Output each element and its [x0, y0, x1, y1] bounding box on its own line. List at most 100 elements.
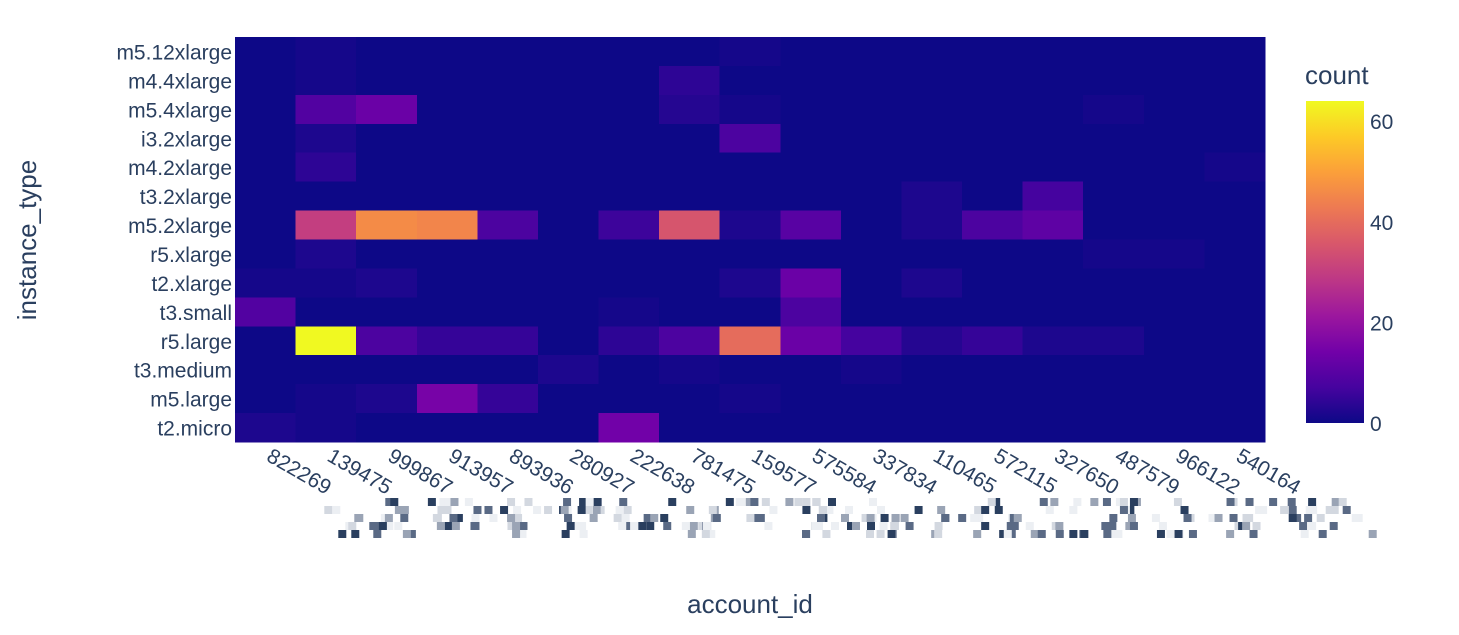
- heatmap-cell[interactable]: [1083, 239, 1145, 270]
- heatmap-cell[interactable]: [416, 297, 478, 327]
- heatmap-cell[interactable]: [719, 37, 781, 67]
- heatmap-cell[interactable]: [356, 413, 418, 443]
- heatmap-cell[interactable]: [1143, 123, 1206, 154]
- heatmap-cell[interactable]: [901, 181, 963, 212]
- heatmap-cell[interactable]: [901, 94, 963, 125]
- heatmap-cell[interactable]: [295, 297, 357, 327]
- heatmap-cell[interactable]: [1143, 239, 1206, 270]
- heatmap-cell[interactable]: [962, 123, 1024, 154]
- heatmap-cell[interactable]: [598, 413, 660, 443]
- heatmap-cell[interactable]: [356, 297, 418, 327]
- heatmap-cell[interactable]: [1204, 65, 1266, 96]
- heatmap-cell[interactable]: [780, 37, 842, 67]
- heatmap-cell[interactable]: [901, 384, 963, 414]
- heatmap-cell[interactable]: [840, 239, 903, 270]
- heatmap-cell[interactable]: [1204, 37, 1266, 67]
- heatmap-cell[interactable]: [840, 413, 903, 443]
- heatmap-cell[interactable]: [416, 355, 478, 385]
- heatmap-cell[interactable]: [840, 152, 903, 183]
- heatmap-cell[interactable]: [537, 355, 600, 385]
- heatmap-cell[interactable]: [537, 413, 600, 443]
- heatmap-cell[interactable]: [235, 210, 297, 241]
- heatmap-cell[interactable]: [659, 152, 721, 183]
- heatmap-cell[interactable]: [719, 413, 781, 443]
- heatmap-cell[interactable]: [1022, 123, 1084, 154]
- heatmap-cell[interactable]: [477, 413, 539, 443]
- heatmap-cell[interactable]: [840, 384, 903, 414]
- heatmap-cell[interactable]: [719, 384, 781, 414]
- heatmap-cell[interactable]: [235, 239, 297, 270]
- heatmap-cell[interactable]: [235, 37, 297, 67]
- heatmap-cell[interactable]: [840, 94, 903, 125]
- heatmap-cell[interactable]: [598, 355, 660, 385]
- heatmap-cell[interactable]: [1022, 297, 1084, 327]
- heatmap-cell[interactable]: [1143, 210, 1206, 241]
- heatmap-cell[interactable]: [901, 65, 963, 96]
- heatmap-cell[interactable]: [598, 181, 660, 212]
- heatmap-cell[interactable]: [780, 123, 842, 154]
- heatmap-cell[interactable]: [295, 326, 357, 356]
- heatmap-cell[interactable]: [416, 37, 478, 67]
- heatmap-cell[interactable]: [1204, 123, 1266, 154]
- heatmap-cell[interactable]: [659, 210, 721, 241]
- heatmap-cell[interactable]: [901, 355, 963, 385]
- heatmap-cell[interactable]: [1143, 355, 1206, 385]
- heatmap-cell[interactable]: [1083, 413, 1145, 443]
- heatmap-cell[interactable]: [295, 268, 357, 298]
- heatmap-cell[interactable]: [780, 384, 842, 414]
- heatmap-cell[interactable]: [416, 123, 478, 154]
- heatmap-cell[interactable]: [537, 152, 600, 183]
- heatmap-cell[interactable]: [659, 181, 721, 212]
- heatmap-cell[interactable]: [356, 210, 418, 241]
- heatmap-cell[interactable]: [1022, 239, 1084, 270]
- heatmap-cell[interactable]: [537, 268, 600, 298]
- heatmap-cell[interactable]: [477, 384, 539, 414]
- heatmap-cell[interactable]: [901, 297, 963, 327]
- heatmap-cell[interactable]: [659, 65, 721, 96]
- heatmap-cell[interactable]: [598, 37, 660, 67]
- heatmap-cell[interactable]: [598, 239, 660, 270]
- heatmap-cell[interactable]: [235, 413, 297, 443]
- heatmap-cell[interactable]: [1083, 355, 1145, 385]
- heatmap-cell[interactable]: [901, 268, 963, 298]
- heatmap-cell[interactable]: [901, 210, 963, 241]
- heatmap-cell[interactable]: [719, 210, 781, 241]
- heatmap-cell[interactable]: [416, 268, 478, 298]
- heatmap-cell[interactable]: [356, 355, 418, 385]
- heatmap-cell[interactable]: [962, 297, 1024, 327]
- heatmap-cell[interactable]: [780, 94, 842, 125]
- heatmap-cell[interactable]: [780, 152, 842, 183]
- heatmap-cell[interactable]: [962, 94, 1024, 125]
- heatmap-cell[interactable]: [1083, 268, 1145, 298]
- heatmap-cell[interactable]: [659, 326, 721, 356]
- heatmap-cell[interactable]: [356, 123, 418, 154]
- heatmap-cell[interactable]: [356, 37, 418, 67]
- heatmap-cell[interactable]: [537, 326, 600, 356]
- heatmap-cell[interactable]: [537, 297, 600, 327]
- heatmap-cell[interactable]: [901, 37, 963, 67]
- heatmap-cell[interactable]: [235, 94, 297, 125]
- heatmap-cell[interactable]: [962, 384, 1024, 414]
- heatmap-cell[interactable]: [477, 94, 539, 125]
- heatmap-cell[interactable]: [719, 268, 781, 298]
- heatmap-cell[interactable]: [598, 297, 660, 327]
- heatmap-cell[interactable]: [235, 123, 297, 154]
- heatmap-cell[interactable]: [840, 65, 903, 96]
- heatmap-cell[interactable]: [1204, 239, 1266, 270]
- heatmap-cell[interactable]: [477, 181, 539, 212]
- heatmap-cell[interactable]: [780, 413, 842, 443]
- heatmap-cell[interactable]: [659, 355, 721, 385]
- heatmap-cell[interactable]: [295, 210, 357, 241]
- heatmap-cell[interactable]: [477, 326, 539, 356]
- heatmap-cell[interactable]: [962, 37, 1024, 67]
- heatmap-cell[interactable]: [1022, 210, 1084, 241]
- heatmap-cell[interactable]: [295, 384, 357, 414]
- heatmap-cell[interactable]: [295, 94, 357, 125]
- heatmap-cell[interactable]: [537, 384, 600, 414]
- heatmap-cell[interactable]: [1083, 123, 1145, 154]
- heatmap-cell[interactable]: [416, 152, 478, 183]
- heatmap-cell[interactable]: [1143, 297, 1206, 327]
- heatmap-cell[interactable]: [659, 297, 721, 327]
- heatmap-cell[interactable]: [719, 355, 781, 385]
- heatmap-cell[interactable]: [598, 384, 660, 414]
